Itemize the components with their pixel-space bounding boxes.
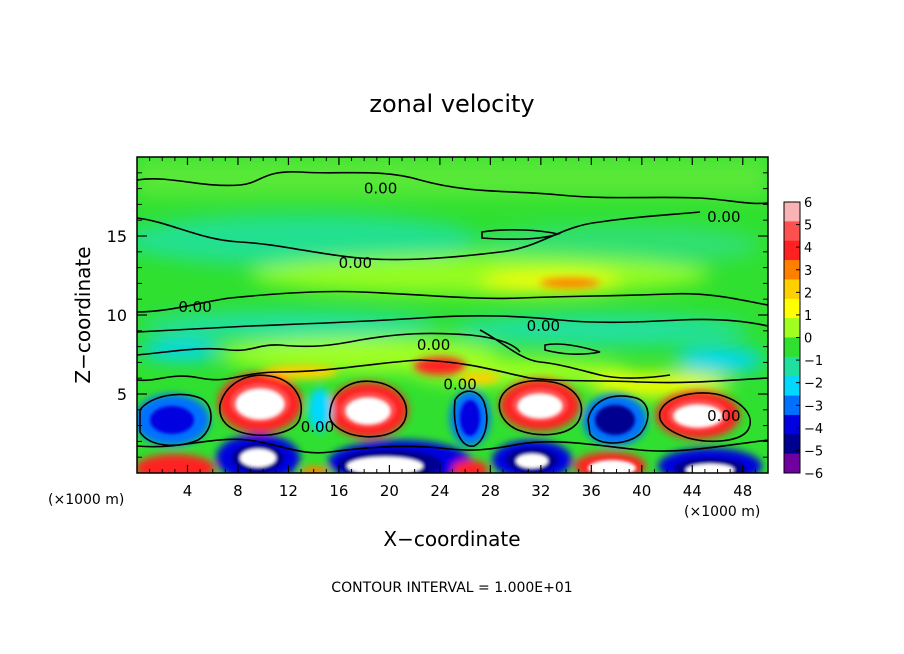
contour-label: 0.00: [707, 407, 740, 425]
y-tick-label: 10: [107, 306, 127, 325]
x-tick-label: 48: [733, 482, 752, 500]
contour-label: 0.00: [707, 208, 740, 226]
colorbar-tick-label: 0: [804, 332, 812, 347]
contour-line: [481, 229, 561, 240]
x-axis-label: X−coordinate: [383, 527, 520, 551]
colorbar-swatch: [784, 453, 800, 474]
colorbar-swatch: [784, 279, 800, 300]
colorbar-swatch: [784, 376, 800, 397]
x-tick-label: 44: [683, 482, 702, 500]
contour-line: [137, 438, 768, 454]
x-tick-label: 20: [380, 482, 399, 500]
field-cores: [150, 383, 746, 473]
y-tick-label: 5: [117, 385, 127, 404]
colorbar-tick-label: −3: [804, 399, 823, 414]
y-tick-label: 15: [107, 227, 127, 246]
x-unit-left: (×1000 m): [48, 492, 124, 508]
colorbar-swatch: [784, 298, 800, 319]
colorbar-swatch: [784, 434, 800, 455]
colorbar-tick-label: 2: [804, 286, 812, 301]
contour-line: [137, 211, 701, 261]
contour-line: [453, 390, 488, 447]
colorbar-swatch: [784, 395, 800, 416]
contour-label: 0.00: [527, 317, 560, 335]
contour-line: [137, 171, 768, 205]
contour-line: [498, 380, 583, 436]
contour-labels: 0.00 0.00 0.00 0.00 0.00 0.00 0.00 0.00 0.00: [178, 180, 740, 437]
colorbar-swatch: [784, 240, 800, 261]
colorbar-swatch: [784, 202, 800, 222]
x-tick-label: 24: [430, 482, 449, 500]
contour-label: 0.00: [417, 336, 450, 354]
contour-line: [139, 393, 212, 447]
contour-label: 0.00: [178, 298, 211, 316]
x-axis: 4 8 12 16 20 24 28 32 36 40 44 48: [149, 157, 756, 500]
colorbar-tick-label: −5: [804, 444, 823, 459]
colorbar-tick-label: −2: [804, 377, 823, 392]
x-tick-label: 8: [233, 482, 243, 500]
x-tick-label: 16: [329, 482, 348, 500]
plot-area: 0.00 0.00 0.00 0.00 0.00 0.00 0.00 0.00 0.00: [137, 157, 768, 473]
contour-lines: [137, 171, 768, 454]
colorbar-tick-label: −4: [804, 422, 823, 437]
contour-line: [544, 343, 601, 355]
colorbar-tick-label: 4: [804, 241, 812, 256]
colorbar-tick-label: −6: [804, 467, 823, 482]
contour-label: 0.00: [443, 376, 476, 394]
y-axis: 5 10 15: [107, 172, 768, 458]
contour-label: 0.00: [301, 418, 334, 436]
colorbar-swatch: [784, 221, 800, 242]
x-tick-label: 4: [183, 482, 193, 500]
colorbar-tick-label: −1: [804, 354, 823, 369]
x-tick-label: 32: [531, 482, 550, 500]
contour-line: [137, 359, 768, 384]
x-tick-label: 12: [279, 482, 298, 500]
contour-line: [328, 380, 408, 438]
x-tick-label: 40: [632, 482, 651, 500]
contour-line: [587, 395, 649, 444]
colorbar-swatch: [784, 260, 800, 280]
colorbar-swatch: [784, 356, 800, 377]
y-axis-label: Z−coordinate: [71, 246, 95, 383]
colorbar: 6 5 4 3 2 1 0 −1 −2 −3 −4 −5 −6: [783, 196, 823, 482]
x-tick-label: 28: [481, 482, 500, 500]
colorbar-swatch: [784, 337, 800, 358]
x-tick-label: 36: [582, 482, 601, 500]
colorbar-tick-label: 5: [804, 219, 812, 234]
colorbar-tick-label: 1: [804, 309, 812, 324]
contour-line: [479, 329, 671, 379]
contour-line: [137, 290, 768, 313]
x-unit-right: (×1000 m): [684, 504, 760, 520]
contour-label: 0.00: [364, 180, 397, 198]
contour-line: [219, 374, 302, 436]
chart-title: zonal velocity: [369, 90, 534, 118]
colorbar-swatch: [784, 414, 800, 435]
contour-line: [137, 315, 768, 333]
contour-interval-note: CONTOUR INTERVAL = 1.000E+01: [331, 580, 572, 596]
contour-line: [658, 392, 751, 443]
colorbar-tick-label: 6: [804, 196, 812, 211]
contour-line: [137, 332, 521, 356]
contour-label: 0.00: [339, 254, 372, 272]
colorbar-swatch: [784, 318, 800, 338]
colorbar-tick-label: 3: [804, 264, 812, 279]
